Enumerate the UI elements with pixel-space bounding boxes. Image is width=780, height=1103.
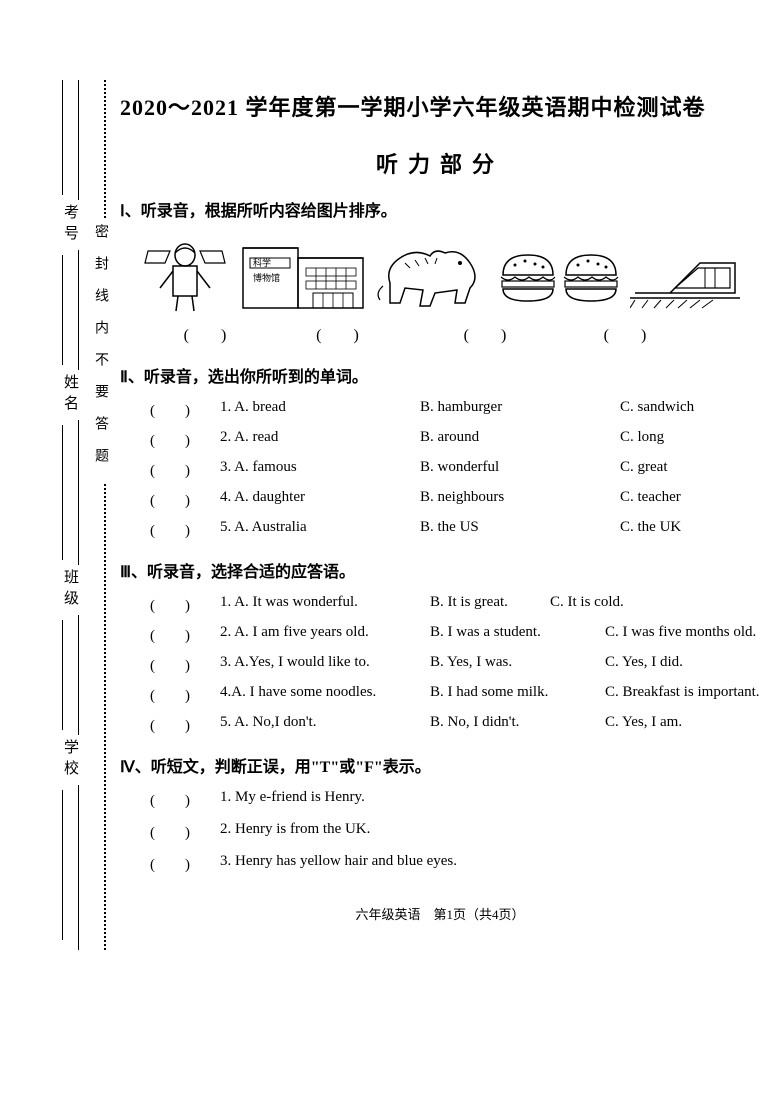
binding-underline bbox=[62, 255, 63, 365]
binding-dotted-line bbox=[104, 80, 106, 950]
q2-optC: C. great bbox=[620, 459, 667, 480]
q3-optC: C. It is cold. bbox=[550, 594, 624, 615]
image-train bbox=[630, 238, 740, 313]
q4-row: ( ) 3. Henry has yellow hair and blue ey… bbox=[150, 853, 760, 874]
q2-row: ( ) 2. A. read B. around C. long bbox=[150, 429, 760, 450]
q2-optB: B. the US bbox=[420, 519, 620, 540]
paren-blank: ( ) bbox=[150, 399, 220, 420]
q4-text: 1. My e-friend is Henry. bbox=[220, 789, 365, 810]
paren-blank: ( ) bbox=[150, 429, 220, 450]
q3-optA: 1. A. It was wonderful. bbox=[220, 594, 430, 615]
section4-head: Ⅳ、听短文，判断正误，用"T"或"F"表示。 bbox=[120, 753, 760, 777]
q4-text: 3. Henry has yellow hair and blue eyes. bbox=[220, 853, 457, 874]
binding-margin: 考号 姓名 班级 学校 密封线内不要答题 bbox=[60, 80, 120, 960]
paren-blank: ( ) bbox=[260, 321, 415, 345]
q3-optA: 2. A. I am five years old. bbox=[220, 624, 430, 645]
q3-optC: C. Breakfast is important. bbox=[605, 684, 760, 705]
paren-blank: ( ) bbox=[150, 714, 220, 735]
q3-row: ( ) 1. A. It was wonderful. B. It is gre… bbox=[150, 594, 760, 615]
q3-row: ( ) 2. A. I am five years old. B. I was … bbox=[150, 624, 760, 645]
paren-blank: ( ) bbox=[150, 821, 220, 842]
q3-optA: 5. A. No,I don't. bbox=[220, 714, 430, 735]
image-museum: 科学 博物馆 bbox=[238, 233, 368, 313]
q3-optB: B. No, I didn't. bbox=[430, 714, 605, 735]
paren-blank: ( ) bbox=[415, 321, 555, 345]
q2-row: ( ) 4. A. daughter B. neighbours C. teac… bbox=[150, 489, 760, 510]
q2-optC: C. teacher bbox=[620, 489, 681, 510]
q4-row: ( ) 1. My e-friend is Henry. bbox=[150, 789, 760, 810]
paren-blank: ( ) bbox=[150, 459, 220, 480]
q3-optA: 4.A. I have some noodles. bbox=[220, 684, 430, 705]
binding-label-school: 学校 bbox=[60, 735, 81, 785]
q2-optA: 4. A. daughter bbox=[220, 489, 420, 510]
q2-row: ( ) 3. A. famous B. wonderful C. great bbox=[150, 459, 760, 480]
exam-title: 2020～2021 学年度第一学期小学六年级英语期中检测试卷 bbox=[120, 90, 760, 122]
binding-inner-label: 密封线内不要答题 bbox=[90, 220, 110, 484]
svg-text:科学: 科学 bbox=[253, 257, 271, 268]
q2-optB: B. wonderful bbox=[420, 459, 620, 480]
binding-label-examno: 考号 bbox=[60, 200, 81, 250]
section1-head: Ⅰ、听录音，根据所听内容给图片排序。 bbox=[120, 197, 760, 221]
section1-images: 科学 博物馆 bbox=[140, 233, 740, 313]
q2-optB: B. neighbours bbox=[420, 489, 620, 510]
section3-head: Ⅲ、听录音，选择合适的应答语。 bbox=[120, 558, 760, 582]
binding-underline bbox=[62, 790, 63, 940]
paren-blank: ( ) bbox=[150, 519, 220, 540]
q2-optA: 1. A. bread bbox=[220, 399, 420, 420]
paren-blank: ( ) bbox=[150, 684, 220, 705]
paren-blank: ( ) bbox=[555, 321, 695, 345]
q3-optB: B. Yes, I was. bbox=[430, 654, 605, 675]
paren-blank: ( ) bbox=[150, 853, 220, 874]
q2-optC: C. the UK bbox=[620, 519, 681, 540]
image-tiger bbox=[375, 238, 485, 313]
binding-label-class: 班级 bbox=[60, 565, 81, 615]
q3-row: ( ) 3. A.Yes, I would like to. B. Yes, I… bbox=[150, 654, 760, 675]
section2-head: Ⅱ、听录音，选出你所听到的单词。 bbox=[120, 363, 760, 387]
paren-blank: ( ) bbox=[150, 624, 220, 645]
q2-row: ( ) 5. A. Australia B. the US C. the UK bbox=[150, 519, 760, 540]
image-soldier bbox=[140, 233, 230, 313]
page-footer: 六年级英语 第1页（共4页） bbox=[120, 904, 760, 923]
listening-subtitle: 听力部分 bbox=[120, 147, 760, 179]
q4-row: ( ) 2. Henry is from the UK. bbox=[150, 821, 760, 842]
q2-optC: C. sandwich bbox=[620, 399, 694, 420]
page-content: 2020～2021 学年度第一学期小学六年级英语期中检测试卷 听力部分 Ⅰ、听录… bbox=[120, 90, 760, 923]
q3-row: ( ) 4.A. I have some noodles. B. I had s… bbox=[150, 684, 760, 705]
binding-label-name: 姓名 bbox=[60, 370, 81, 420]
paren-blank: ( ) bbox=[150, 789, 220, 810]
q3-optB: B. I was a student. bbox=[430, 624, 605, 645]
q2-optA: 2. A. read bbox=[220, 429, 420, 450]
q4-text: 2. Henry is from the UK. bbox=[220, 821, 370, 842]
binding-underline bbox=[62, 425, 63, 560]
q3-optC: C. Yes, I am. bbox=[605, 714, 682, 735]
image-hamburgers bbox=[493, 243, 623, 313]
paren-blank: ( ) bbox=[150, 594, 220, 615]
q3-optC: C. I was five months old. bbox=[605, 624, 756, 645]
paren-blank: ( ) bbox=[150, 489, 220, 510]
q2-optB: B. hamburger bbox=[420, 399, 620, 420]
q2-row: ( ) 1. A. bread B. hamburger C. sandwich bbox=[150, 399, 760, 420]
q3-optB: B. It is great. bbox=[430, 594, 550, 615]
q3-optA: 3. A.Yes, I would like to. bbox=[220, 654, 430, 675]
section1-parens: ( ) ( ) ( ) ( ) bbox=[150, 321, 740, 345]
q3-optB: B. I had some milk. bbox=[430, 684, 605, 705]
paren-blank: ( ) bbox=[150, 321, 260, 345]
paren-blank: ( ) bbox=[150, 654, 220, 675]
svg-text:博物馆: 博物馆 bbox=[253, 272, 280, 283]
q2-optB: B. around bbox=[420, 429, 620, 450]
q2-optC: C. long bbox=[620, 429, 664, 450]
q3-optC: C. Yes, I did. bbox=[605, 654, 683, 675]
binding-underline bbox=[62, 80, 63, 195]
q2-optA: 3. A. famous bbox=[220, 459, 420, 480]
q2-optA: 5. A. Australia bbox=[220, 519, 420, 540]
q3-row: ( ) 5. A. No,I don't. B. No, I didn't. C… bbox=[150, 714, 760, 735]
binding-underline bbox=[62, 620, 63, 730]
